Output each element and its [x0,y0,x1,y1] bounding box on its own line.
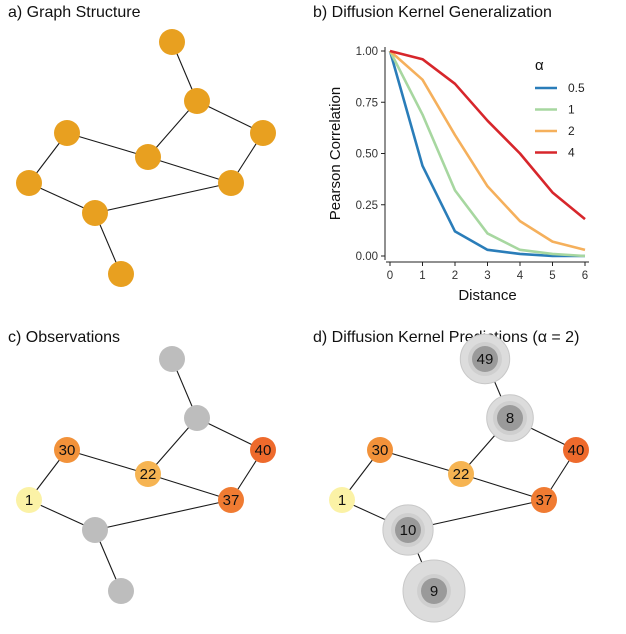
observed-node-value: 40 [568,442,585,459]
x-tick-label: 5 [549,270,555,282]
observed-node [563,437,589,463]
predicted-node-value: 49 [477,351,494,368]
y-tick-label: 1.00 [356,46,378,58]
graph-node [82,200,108,226]
graph-structure-panel [16,29,276,287]
graph-edge [66,449,149,475]
observed-node [329,487,355,513]
predicted-node [472,346,498,372]
graph-node [135,144,161,170]
panel-d-title: d) Diffusion Kernel Predictions (α = 2) [313,329,580,346]
x-tick-label: 3 [484,270,490,282]
unobserved-node [159,346,185,372]
legend-label: 4 [568,146,575,160]
predicted-node-value: 8 [506,410,514,427]
y-axis-title: Pearson Correlation [327,87,344,220]
x-tick-label: 4 [517,270,524,282]
graph-node [54,120,80,146]
graph-node [16,170,42,196]
observations-panel: 40 37 22 30 1 [16,346,276,604]
predictions-panel: 49 8 10 9 40 37 22 30 1 [329,333,589,623]
panel-a-title: a) Graph Structure [8,4,141,21]
graph-edge [147,156,232,184]
series-line-4 [389,49,586,221]
series-line-2 [389,50,586,252]
x-tick-label: 2 [452,270,458,282]
y-tick-label: 0.50 [356,149,378,161]
predicted-node [395,517,421,543]
panel-c-title: c) Observations [8,329,121,346]
observed-node-value: 1 [338,492,346,509]
predicted-node [497,405,523,431]
observed-node [135,461,161,487]
observed-node-value: 22 [453,466,470,483]
y-tick-label: 0.75 [356,97,378,109]
graph-edge [379,449,462,475]
legend-label: 2 [568,124,575,138]
graph-node [159,29,185,55]
predicted-node-value: 10 [400,522,417,539]
y-tick-label: 0.00 [356,251,378,263]
series-line-1 [388,50,586,258]
observed-node-value: 37 [223,492,240,509]
panel-b-title: b) Diffusion Kernel Generalization [313,4,552,21]
graph-edge [94,499,232,531]
observed-node-value: 37 [536,492,553,509]
y-tick-label: 0.25 [356,200,378,212]
x-tick-label: 1 [419,270,425,282]
observed-node-value: 30 [59,442,76,459]
observed-node-value: 1 [25,492,33,509]
x-axis-title: Distance [458,287,516,304]
observed-node [531,487,557,513]
series-line-0.5 [388,50,585,258]
legend-label: 1 [568,103,575,117]
graph-node [218,170,244,196]
graph-node [250,120,276,146]
observed-node-value: 22 [140,466,157,483]
unobserved-node [108,578,134,604]
x-tick-label: 6 [582,270,588,282]
graph-node [108,261,134,287]
graph-edge [460,473,545,501]
observed-node [448,461,474,487]
observed-node-value: 40 [255,442,272,459]
graph-node [184,88,210,114]
legend-title: α [535,57,544,74]
predicted-node-value: 9 [430,583,438,600]
legend-label: 0.5 [568,81,585,95]
unobserved-node [82,517,108,543]
graph-edge [66,132,149,158]
observed-node [367,437,393,463]
observed-node [250,437,276,463]
predicted-node [421,578,447,604]
graph-edge [94,182,232,214]
x-tick-label: 0 [387,270,393,282]
observed-node-value: 30 [372,442,389,459]
unobserved-node [184,405,210,431]
graph-edge [147,473,232,501]
observed-node [54,437,80,463]
observed-node [218,487,244,513]
diffusion-kernel-chart: 0.00 0.25 0.50 0.75 1.00 0 1 2 3 4 5 6 Distance Pears… [327,46,589,304]
observed-node [16,487,42,513]
